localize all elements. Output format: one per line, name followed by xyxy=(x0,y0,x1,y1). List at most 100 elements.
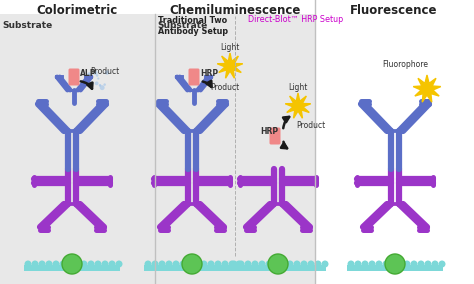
Circle shape xyxy=(66,260,73,268)
Text: Product: Product xyxy=(210,83,239,93)
Bar xyxy=(315,0,474,284)
Text: Direct-Blot™ HRP Setup: Direct-Blot™ HRP Setup xyxy=(248,15,343,24)
Text: ALP: ALP xyxy=(80,70,97,78)
Circle shape xyxy=(173,260,180,268)
Text: Product: Product xyxy=(90,66,119,76)
Circle shape xyxy=(268,254,288,274)
Circle shape xyxy=(265,260,273,268)
Circle shape xyxy=(109,260,116,268)
Circle shape xyxy=(93,71,98,75)
Circle shape xyxy=(383,260,390,268)
Bar xyxy=(0,14,155,284)
Circle shape xyxy=(418,260,425,268)
Circle shape xyxy=(105,70,109,75)
FancyBboxPatch shape xyxy=(270,128,281,145)
Circle shape xyxy=(385,254,405,274)
Circle shape xyxy=(145,260,152,268)
Polygon shape xyxy=(285,93,311,118)
Text: Fluorophore: Fluorophore xyxy=(382,60,428,69)
FancyBboxPatch shape xyxy=(189,68,200,85)
Bar xyxy=(24,265,120,271)
Circle shape xyxy=(193,260,201,268)
FancyBboxPatch shape xyxy=(69,68,80,85)
Circle shape xyxy=(425,260,431,268)
Circle shape xyxy=(286,260,293,268)
Bar xyxy=(144,265,240,271)
Circle shape xyxy=(60,260,66,268)
Circle shape xyxy=(95,82,99,85)
Circle shape xyxy=(375,260,383,268)
Circle shape xyxy=(31,260,38,268)
Bar xyxy=(230,265,326,271)
Text: Light: Light xyxy=(220,43,240,52)
Circle shape xyxy=(396,260,403,268)
Text: Traditional Two
Antibody Setup: Traditional Two Antibody Setup xyxy=(158,16,228,36)
Circle shape xyxy=(97,78,100,80)
Text: Colorimetric: Colorimetric xyxy=(36,4,118,17)
Circle shape xyxy=(431,260,438,268)
Circle shape xyxy=(315,260,321,268)
Text: Light: Light xyxy=(288,83,308,92)
Bar xyxy=(155,14,315,284)
Circle shape xyxy=(152,260,158,268)
Circle shape xyxy=(230,260,237,268)
Circle shape xyxy=(101,260,109,268)
Circle shape xyxy=(362,260,368,268)
Circle shape xyxy=(368,260,375,268)
Circle shape xyxy=(180,260,186,268)
Circle shape xyxy=(308,260,315,268)
Circle shape xyxy=(215,260,221,268)
Text: HRP: HRP xyxy=(200,68,218,78)
Text: Fluorescence: Fluorescence xyxy=(350,4,438,17)
Circle shape xyxy=(62,254,82,274)
Circle shape xyxy=(186,260,193,268)
Polygon shape xyxy=(217,53,243,78)
Circle shape xyxy=(90,81,93,85)
Circle shape xyxy=(182,254,202,274)
Text: HRP: HRP xyxy=(260,128,278,137)
Circle shape xyxy=(321,260,328,268)
Circle shape xyxy=(228,260,236,268)
Circle shape xyxy=(347,260,355,268)
Circle shape xyxy=(88,260,94,268)
Circle shape xyxy=(25,260,31,268)
Circle shape xyxy=(221,260,228,268)
Text: Product: Product xyxy=(296,122,325,131)
Circle shape xyxy=(280,260,286,268)
Circle shape xyxy=(38,260,46,268)
Circle shape xyxy=(81,260,88,268)
Text: Substrate: Substrate xyxy=(2,21,52,30)
Polygon shape xyxy=(413,75,441,102)
Circle shape xyxy=(390,260,396,268)
Text: Substrate: Substrate xyxy=(157,21,207,30)
Circle shape xyxy=(403,260,410,268)
Circle shape xyxy=(73,260,81,268)
Circle shape xyxy=(201,260,208,268)
Circle shape xyxy=(236,260,243,268)
Circle shape xyxy=(245,260,252,268)
Circle shape xyxy=(355,260,362,268)
Circle shape xyxy=(99,84,101,86)
Circle shape xyxy=(165,260,173,268)
Circle shape xyxy=(301,260,308,268)
Bar xyxy=(347,265,443,271)
Circle shape xyxy=(293,260,301,268)
Circle shape xyxy=(100,85,105,90)
Circle shape xyxy=(94,260,101,268)
Circle shape xyxy=(99,84,101,87)
Circle shape xyxy=(96,74,99,77)
Circle shape xyxy=(252,260,258,268)
Circle shape xyxy=(116,260,122,268)
Circle shape xyxy=(46,260,53,268)
Circle shape xyxy=(237,260,245,268)
Circle shape xyxy=(87,72,91,76)
Circle shape xyxy=(258,260,265,268)
Circle shape xyxy=(208,260,215,268)
Text: Chemiluminescence: Chemiluminescence xyxy=(169,4,301,17)
Circle shape xyxy=(89,82,92,85)
Circle shape xyxy=(438,260,446,268)
Circle shape xyxy=(53,260,60,268)
Circle shape xyxy=(103,83,106,86)
Circle shape xyxy=(158,260,165,268)
Circle shape xyxy=(273,260,280,268)
